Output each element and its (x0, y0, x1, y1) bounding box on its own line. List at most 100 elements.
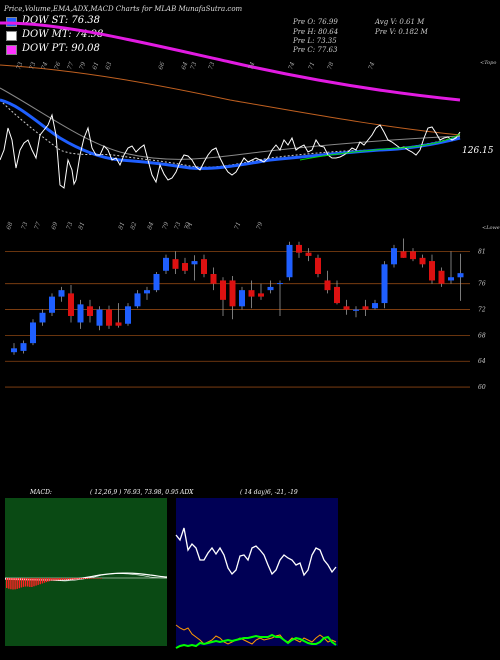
macd-hist-bar (8, 578, 10, 589)
macd-hist-bar (56, 578, 58, 581)
candle-body (429, 261, 435, 281)
candle-body (172, 259, 179, 269)
prev-volume: Pre V: 0.182 M (375, 28, 428, 36)
macd-hist-bar (50, 578, 52, 581)
macd-hist-bar (66, 578, 69, 580)
price-line (0, 113, 461, 189)
macd-hist-bar (22, 578, 25, 587)
candle-body (210, 274, 217, 284)
ema-top-tick: 64 (180, 61, 189, 71)
macd-hist-bar (77, 578, 79, 580)
candle-body (353, 309, 359, 311)
macd-hist-bar (10, 578, 12, 590)
price-top-tick: 77 (33, 221, 42, 231)
dow-pt-label: DOW PT: 90.08 (22, 43, 100, 54)
macd-hist-bar (24, 578, 27, 587)
candle-body (153, 274, 160, 291)
macd-values: ( 12,26,9 ) 76.93, 73.98, 0.95 (90, 489, 179, 496)
price-y-label: 72 (478, 307, 486, 314)
dow-mt-label: DOW MT: 74.98 (22, 29, 104, 40)
macd-hist-bar (33, 578, 35, 587)
price-top-tick: 71 (233, 221, 242, 231)
macd-hist-bar (79, 578, 81, 580)
macd-hist-bar (45, 578, 48, 583)
candle-body (125, 306, 131, 324)
ema-long-line (0, 64, 461, 136)
price-y-label: 81 (478, 248, 486, 255)
candle-body (324, 280, 331, 291)
dow-mt-swatch (6, 31, 17, 41)
ema-top-tick: 73 (15, 61, 24, 71)
macd-hist-bar (62, 578, 65, 580)
candle-body (191, 261, 198, 265)
dow-st-line (0, 98, 461, 170)
macd-hist-bar (6, 578, 8, 588)
macd-hist-bar (75, 578, 77, 580)
price-top-tick: 71 (185, 221, 194, 231)
candle-body (30, 322, 36, 344)
candle-body (134, 293, 141, 307)
ema-last-value: 126.15 (462, 146, 494, 156)
macd-hist-bar (60, 578, 62, 581)
chart-title: Price,Volume,EMA,ADX,MACD Charts for MLA… (4, 5, 243, 13)
macd-hist-bar (100, 578, 102, 579)
macd-hist-bar (52, 578, 54, 581)
price-top-tick: 73 (65, 221, 74, 231)
adx-green-line (175, 633, 337, 649)
candle-body (201, 259, 207, 274)
price-y-label: 64 (478, 358, 486, 365)
prev-low: Pre L: 73.35 (293, 37, 337, 45)
candle-body (305, 252, 312, 256)
ema-top-tick: 74 (247, 61, 256, 71)
price-top-note: <Lowe (482, 225, 500, 231)
macd-hist-bar (85, 578, 88, 579)
macd-hist-bar (69, 578, 71, 580)
macd-hist-bar (43, 578, 46, 583)
ema-top-tick: 73 (28, 61, 37, 71)
ema-top-tick: 74 (367, 61, 376, 71)
macd-hist-bar (37, 578, 39, 585)
ema-top-tick: 71 (307, 61, 316, 71)
macd-hist-bar (92, 578, 94, 579)
ema-top-tick: 76 (53, 61, 62, 71)
candle-body (296, 244, 302, 253)
macd-panel: MACD: ( 12,26,9 ) 76.93, 73.98, 0.95 (4, 489, 179, 646)
ema-short-line (0, 99, 461, 168)
macd-hist-bar (83, 578, 86, 579)
candle-body (343, 306, 350, 310)
ema-top-tick: 74 (287, 61, 296, 71)
candle-body (315, 257, 321, 274)
prev-open: Pre O: 76.99 (293, 18, 338, 26)
ema-top-tick: 63 (104, 61, 113, 71)
macd-hist-bar (64, 578, 67, 580)
macd-hist-bar (16, 578, 18, 589)
price-top-tick: 69 (50, 221, 59, 231)
macd-signal-line (4, 573, 168, 582)
ema-top-tick: 66 (157, 61, 166, 71)
macd-hist-bar (90, 578, 92, 579)
macd-hist-bar (98, 578, 100, 579)
candle-body (334, 286, 340, 304)
candle-body (362, 306, 369, 310)
candle-body (77, 304, 84, 323)
price-top-tick: 68 (5, 221, 14, 231)
macd-hist-bar (27, 578, 29, 587)
candle-body (258, 293, 264, 297)
candle-body (229, 280, 236, 307)
candle-body (115, 322, 122, 326)
avg-volume: Avg V: 0.61 M (375, 18, 425, 26)
macd-hist-bar (96, 578, 98, 579)
candle-body (96, 309, 103, 326)
candle-body (372, 303, 378, 309)
candle-body (248, 290, 255, 297)
ema-top-note: <Topo (480, 60, 496, 66)
ema-mid-line (0, 87, 461, 160)
macd-hist-bar (20, 578, 23, 588)
ema-top-tick: 61 (91, 61, 100, 71)
candle-body (381, 264, 388, 304)
candle-body (144, 290, 150, 294)
ema-top-tick: 74 (40, 61, 49, 71)
candle-body (410, 251, 416, 260)
